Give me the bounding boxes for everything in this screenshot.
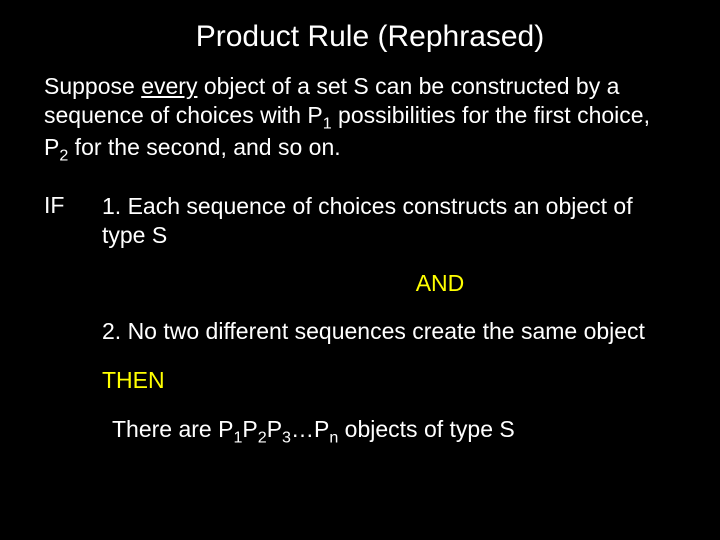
slide: Product Rule (Rephrased) Suppose every o…: [0, 0, 720, 540]
concl-dots: …P: [291, 416, 329, 442]
condition-2: 2. No two different sequences create the…: [102, 317, 676, 346]
intro-sub1: 1: [323, 114, 332, 132]
if-label: IF: [44, 192, 102, 219]
concl-p2: P: [242, 416, 257, 442]
concl-prefix: There are P: [112, 416, 233, 442]
slide-title: Product Rule (Rephrased): [104, 20, 636, 54]
concl-sn: n: [329, 429, 338, 447]
intro-prefix: Suppose: [44, 73, 141, 99]
concl-suffix: objects of type S: [338, 416, 514, 442]
conclusion: There are P1P2P3…Pn objects of type S: [112, 416, 676, 448]
concl-p3: P: [267, 416, 282, 442]
then-label: THEN: [102, 367, 676, 394]
intro-rest3: for the second, and so on.: [68, 134, 340, 160]
intro-sub2: 2: [59, 147, 68, 165]
if-row: IF 1. Each sequence of choices construct…: [44, 192, 676, 250]
condition-1: 1. Each sequence of choices constructs a…: [102, 192, 676, 250]
and-label: AND: [204, 270, 676, 297]
intro-paragraph: Suppose every object of a set S can be c…: [44, 72, 676, 166]
concl-s2: 2: [258, 429, 267, 447]
intro-every: every: [141, 73, 197, 99]
concl-s3: 3: [282, 429, 291, 447]
